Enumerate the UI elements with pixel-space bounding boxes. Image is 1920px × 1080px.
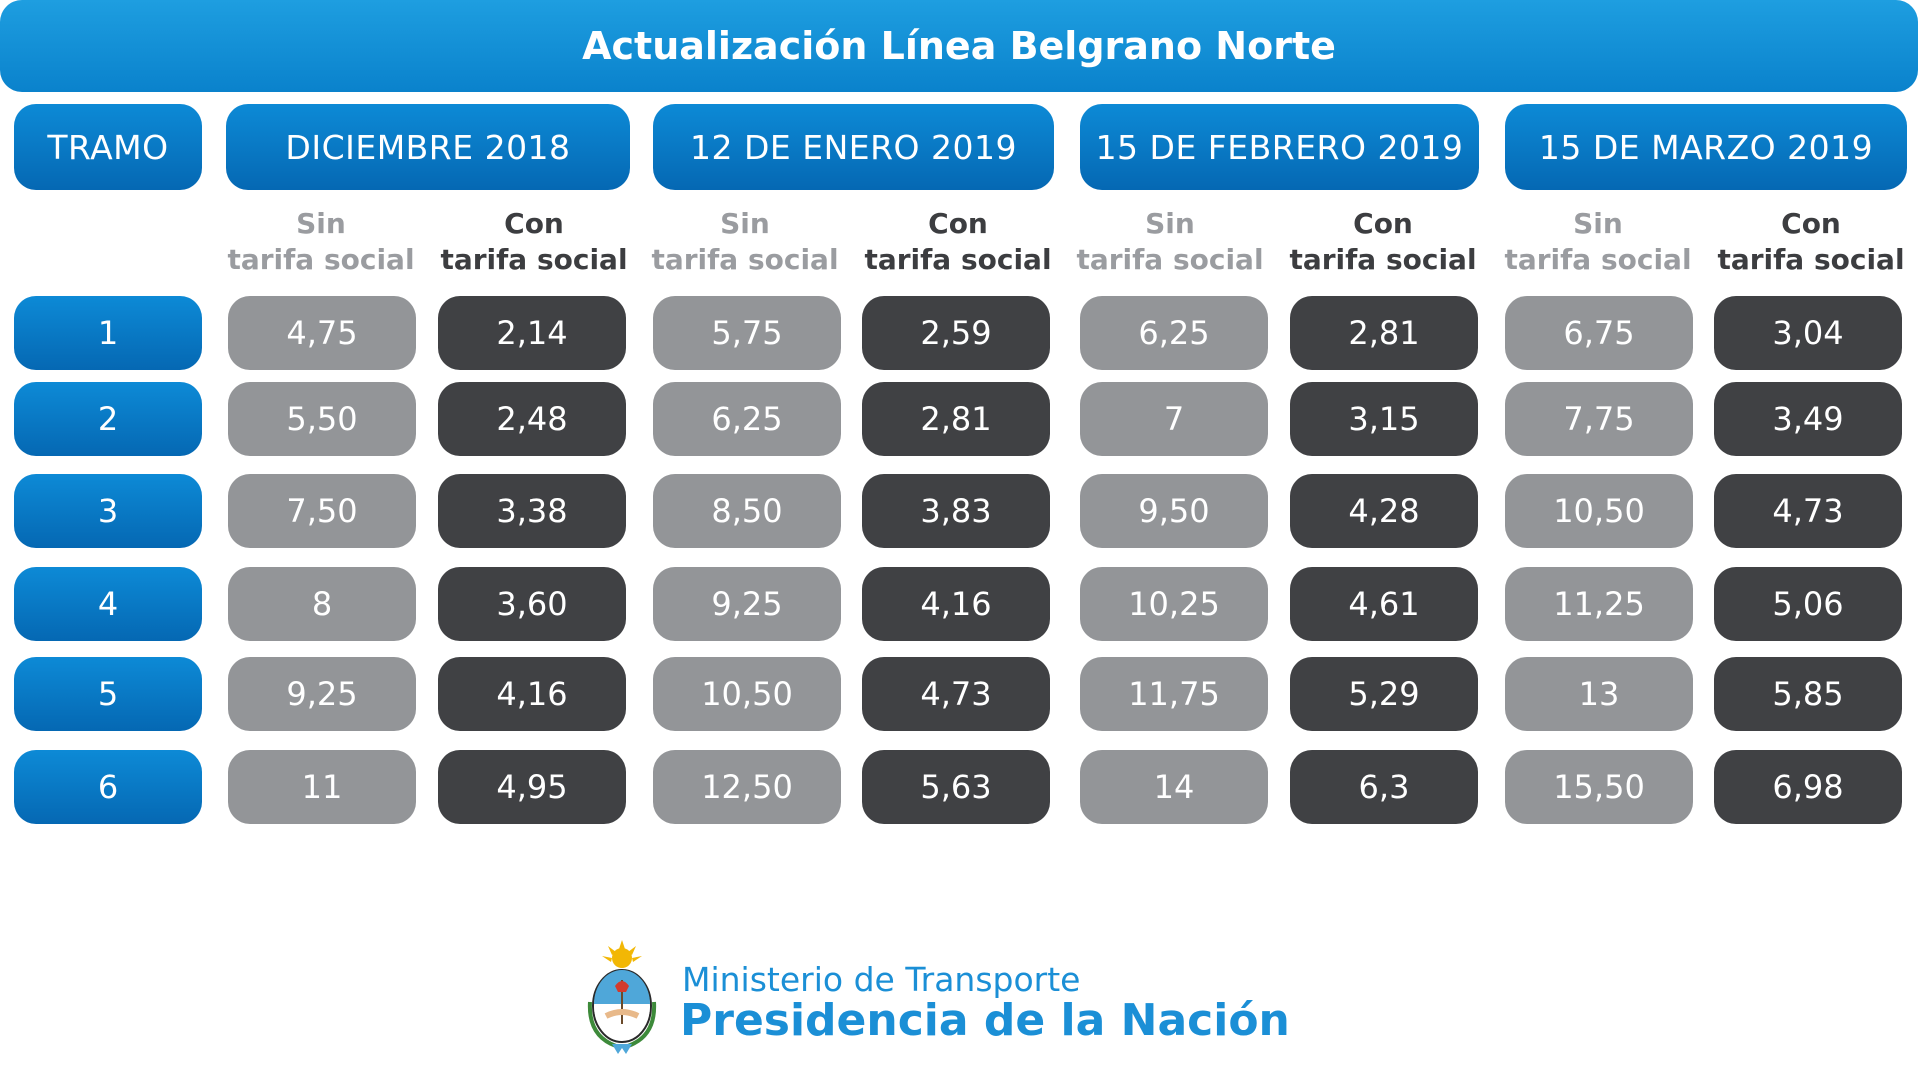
subheader-sin-line2: tarifa social — [1504, 243, 1692, 276]
tramo-cell: 6 — [14, 750, 202, 824]
subheader-con-line1: Con — [1781, 207, 1841, 240]
fare-cell-sin: 13 — [1505, 657, 1693, 731]
fare-cell-sin: 8 — [228, 567, 416, 641]
tramo-cell: 5 — [14, 657, 202, 731]
fare-cell-sin: 6,25 — [653, 382, 841, 456]
fare-cell-sin: 6,75 — [1505, 296, 1693, 370]
fare-cell-sin: 9,25 — [653, 567, 841, 641]
fare-cell-sin: 5,75 — [653, 296, 841, 370]
fare-cell-con: 2,81 — [862, 382, 1050, 456]
subheader-sin: Sin tarifa social — [650, 206, 840, 284]
fare-cell-con: 3,83 — [862, 474, 1050, 548]
header-period-1: DICIEMBRE 2018 — [226, 104, 630, 190]
subheader-con-line2: tarifa social — [864, 243, 1052, 276]
fare-cell-con: 4,95 — [438, 750, 626, 824]
fare-cell-sin: 9,25 — [228, 657, 416, 731]
fare-cell-sin: 14 — [1080, 750, 1268, 824]
subheader-sin-line1: Sin — [296, 207, 346, 240]
tramo-cell: 4 — [14, 567, 202, 641]
subheader-con-line1: Con — [1353, 207, 1413, 240]
subheader-sin: Sin tarifa social — [1075, 206, 1265, 284]
fare-cell-sin: 8,50 — [653, 474, 841, 548]
subheader-con-line2: tarifa social — [1717, 243, 1905, 276]
fare-cell-con: 3,49 — [1714, 382, 1902, 456]
fare-cell-sin: 10,25 — [1080, 567, 1268, 641]
fare-cell-con: 3,04 — [1714, 296, 1902, 370]
fare-cell-sin: 7,50 — [228, 474, 416, 548]
fare-cell-con: 5,63 — [862, 750, 1050, 824]
subheader-con: Con tarifa social — [439, 206, 629, 284]
fare-cell-sin: 4,75 — [228, 296, 416, 370]
tramo-cell: 2 — [14, 382, 202, 456]
fare-cell-con: 4,16 — [862, 567, 1050, 641]
subheader-con-line2: tarifa social — [1289, 243, 1477, 276]
fare-cell-con: 4,28 — [1290, 474, 1478, 548]
fare-cell-con: 4,16 — [438, 657, 626, 731]
subheader-sin: Sin tarifa social — [1503, 206, 1693, 284]
fare-cell-sin: 9,50 — [1080, 474, 1268, 548]
subheader-con-line2: tarifa social — [440, 243, 628, 276]
header-tramo: TRAMO — [14, 104, 202, 190]
subheader-con: Con tarifa social — [863, 206, 1053, 284]
fare-cell-con: 4,73 — [1714, 474, 1902, 548]
subheader-con-line1: Con — [504, 207, 564, 240]
fare-cell-con: 3,15 — [1290, 382, 1478, 456]
subheader-sin-line1: Sin — [1145, 207, 1195, 240]
fare-cell-con: 2,14 — [438, 296, 626, 370]
page-title: Actualización Línea Belgrano Norte — [0, 0, 1918, 92]
presidency-name: Presidencia de la Nación — [680, 995, 1290, 1046]
fare-cell-sin: 7 — [1080, 382, 1268, 456]
subheader-sin: Sin tarifa social — [226, 206, 416, 284]
fare-cell-sin: 10,50 — [1505, 474, 1693, 548]
ministry-name: Ministerio de Transporte — [682, 960, 1081, 999]
fare-cell-con: 2,59 — [862, 296, 1050, 370]
fare-cell-con: 2,81 — [1290, 296, 1478, 370]
fare-cell-con: 2,48 — [438, 382, 626, 456]
subheader-sin-line2: tarifa social — [227, 243, 415, 276]
fare-cell-sin: 15,50 — [1505, 750, 1693, 824]
fare-cell-sin: 11 — [228, 750, 416, 824]
subheader-sin-line2: tarifa social — [651, 243, 839, 276]
subheader-sin-line2: tarifa social — [1076, 243, 1264, 276]
argentina-coat-of-arms-icon — [587, 940, 657, 1054]
tramo-cell: 1 — [14, 296, 202, 370]
fare-cell-sin: 5,50 — [228, 382, 416, 456]
subheader-con: Con tarifa social — [1716, 206, 1906, 284]
fare-cell-con: 6,98 — [1714, 750, 1902, 824]
fare-cell-con: 6,3 — [1290, 750, 1478, 824]
fare-cell-con: 5,29 — [1290, 657, 1478, 731]
fare-cell-sin: 12,50 — [653, 750, 841, 824]
fare-cell-sin: 10,50 — [653, 657, 841, 731]
header-period-2: 12 DE ENERO 2019 — [653, 104, 1054, 190]
fare-cell-sin: 6,25 — [1080, 296, 1268, 370]
fare-cell-sin: 7,75 — [1505, 382, 1693, 456]
subheader-sin-line1: Sin — [720, 207, 770, 240]
subheader-con: Con tarifa social — [1288, 206, 1478, 284]
tramo-cell: 3 — [14, 474, 202, 548]
fare-cell-con: 3,60 — [438, 567, 626, 641]
fare-cell-con: 4,73 — [862, 657, 1050, 731]
header-period-4: 15 DE MARZO 2019 — [1505, 104, 1907, 190]
fare-cell-sin: 11,25 — [1505, 567, 1693, 641]
subheader-con-line1: Con — [928, 207, 988, 240]
header-period-3: 15 DE FEBRERO 2019 — [1080, 104, 1479, 190]
fare-cell-con: 3,38 — [438, 474, 626, 548]
fare-cell-sin: 11,75 — [1080, 657, 1268, 731]
fare-cell-con: 5,85 — [1714, 657, 1902, 731]
fare-cell-con: 5,06 — [1714, 567, 1902, 641]
subheader-sin-line1: Sin — [1573, 207, 1623, 240]
fare-cell-con: 4,61 — [1290, 567, 1478, 641]
